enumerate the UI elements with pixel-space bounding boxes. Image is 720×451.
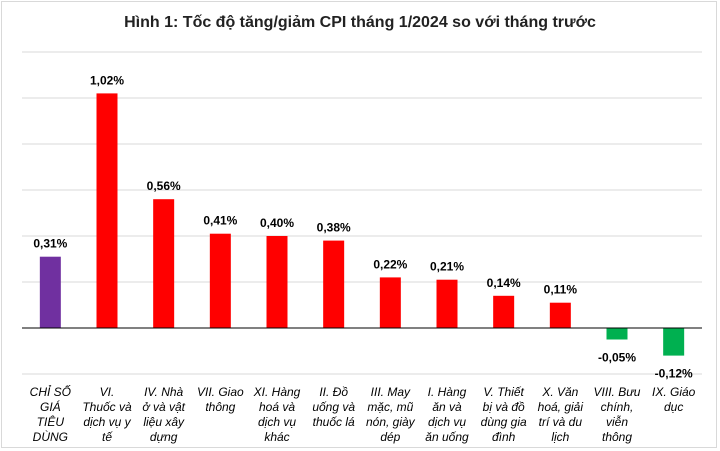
value-labels: 0,31% 1,02% 0,56% 0,41% 0,40% 0,38% 0,22% 0,21%… [33, 73, 693, 380]
value-label-7: 0,21% [430, 260, 464, 274]
value-label-9: 0,11% [544, 283, 578, 297]
value-label-6: 0,22% [373, 257, 407, 271]
value-label-11: -0,12% [655, 367, 693, 381]
category-label-10: VIII. Bưu chính, viễn thông [594, 385, 641, 444]
value-label-8: 0,14% [487, 276, 521, 290]
bar-2 [153, 199, 175, 328]
bar-8 [493, 295, 515, 328]
category-label-5: II. Đồ uống và thuốc lá [312, 385, 355, 429]
category-label-0: CHỈ SỐ GIÁ TIÊU DÙNG [30, 384, 71, 444]
value-label-5: 0,38% [317, 221, 351, 235]
category-label-1: VI. Thuốc và dịch vụ y tế [82, 385, 132, 444]
category-label-4: XI. Hàng hoá và dịch vụ khác [253, 385, 301, 444]
gridlines [22, 51, 702, 375]
bar-0 [39, 256, 61, 328]
bar-10 [606, 328, 628, 340]
value-label-1: 1,02% [90, 73, 124, 87]
category-label-3: VII. Giao thông [197, 385, 244, 414]
value-label-0: 0,31% [33, 237, 67, 251]
bar-7 [436, 279, 458, 328]
bar-6 [379, 277, 401, 328]
value-label-2: 0,56% [147, 179, 181, 193]
category-label-8: V. Thiết bị và đồ dùng gia đình [481, 385, 527, 444]
value-label-10: -0,05% [598, 351, 636, 365]
category-label-2: IV. Nhà ở và vật liệu xây dựng [142, 385, 185, 444]
category-label-9: X. Văn hoá, giải trí và du lịch [538, 385, 584, 444]
category-label-7: I. Hàng ăn và dịch vụ ăn uống [425, 385, 469, 444]
bar-11 [663, 328, 685, 356]
bar-1 [96, 93, 118, 329]
category-label-6: III. May mặc, mũ nón, giày dép [366, 385, 416, 444]
value-label-3: 0,41% [203, 214, 237, 228]
value-label-4: 0,40% [260, 216, 294, 230]
bar-5 [323, 240, 345, 328]
bar-4 [266, 236, 288, 328]
chart-title: Hình 1: Tốc độ tăng/giảm CPI tháng 1/202… [124, 14, 596, 31]
bar-9 [549, 302, 571, 328]
bar-3 [209, 233, 231, 328]
category-label-11: IX. Giáo dục [652, 385, 696, 414]
bars [39, 93, 685, 356]
